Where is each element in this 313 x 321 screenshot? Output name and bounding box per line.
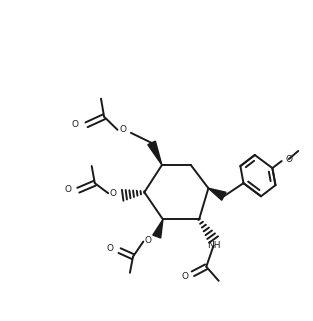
Text: O: O (110, 189, 117, 198)
Text: O: O (181, 272, 188, 281)
Text: O: O (285, 155, 292, 164)
Text: O: O (145, 236, 152, 245)
Text: O: O (64, 185, 71, 194)
Text: O: O (72, 120, 79, 129)
Polygon shape (153, 220, 163, 238)
Polygon shape (208, 188, 226, 200)
Polygon shape (148, 141, 162, 165)
Text: O: O (107, 244, 114, 253)
Text: NH: NH (207, 241, 221, 250)
Text: O: O (119, 125, 126, 134)
